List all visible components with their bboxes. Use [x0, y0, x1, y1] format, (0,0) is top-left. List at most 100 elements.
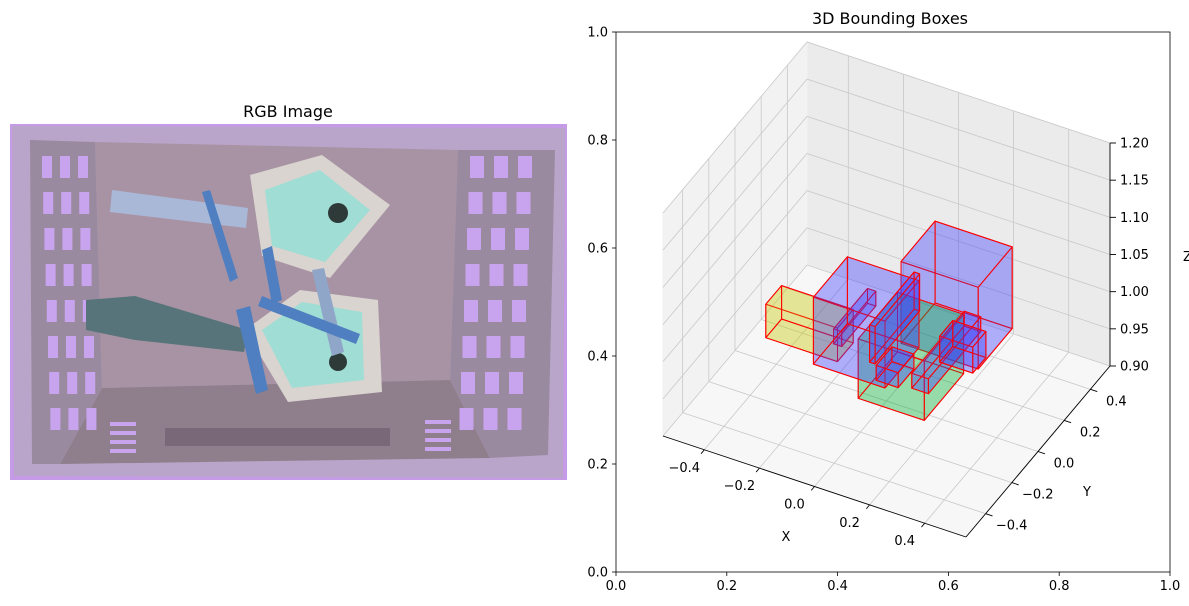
front-wall-slot — [110, 440, 136, 444]
left-wall-cutout — [86, 408, 97, 430]
grid-line-z-side — [662, 227, 808, 400]
y-tick-label: −0.2 — [1022, 488, 1054, 503]
left-wall-cutout — [67, 372, 78, 394]
right-wall-cutout — [516, 192, 531, 214]
y-tick-mark — [1037, 451, 1046, 455]
left-wall-cutout — [66, 336, 76, 358]
z-tick-label: 1.15 — [1120, 174, 1149, 189]
knife-2 — [262, 246, 282, 304]
x-tick-label: −0.4 — [669, 461, 701, 476]
front-wall-slot — [425, 438, 451, 442]
left-wall-cutout — [81, 264, 92, 286]
bounding-box-face — [897, 353, 915, 389]
bounding-box-face — [765, 285, 783, 339]
left-wall-cutout — [68, 408, 79, 430]
bounding-boxes — [765, 220, 1013, 421]
right-wall-cutout — [464, 300, 478, 322]
left-wall-cutout — [64, 300, 75, 322]
grid-line-z-side — [662, 78, 808, 251]
grid-line-z-back — [806, 264, 1111, 367]
3d-grid — [662, 41, 1111, 524]
z-tick-label: 1.20 — [1120, 137, 1149, 152]
left-wall-cutout — [61, 192, 72, 214]
rgb-image — [10, 124, 567, 480]
y-tick-label: 0.0 — [587, 566, 608, 581]
front-wall-slot — [110, 431, 136, 435]
z-tick-label: 0.90 — [1120, 360, 1149, 375]
y-tick-label: 0.8 — [587, 134, 608, 149]
z-tick-label: 1.05 — [1120, 248, 1149, 263]
outer-2d-axes: 0.0 0.2 0.4 0.6 0.8 1.0 0.0 0.2 0.4 0.6 0.8 1.0 — [587, 26, 1180, 595]
right-wall-cutout — [465, 264, 480, 286]
y-axis-label: Y — [1082, 485, 1091, 500]
birdhouse-top-pattern — [265, 170, 370, 262]
x-tick-label: 0.4 — [827, 579, 848, 594]
y-tick-label: 0.2 — [1080, 425, 1101, 440]
left-wall-cutout — [63, 264, 74, 286]
right-wall-cutout — [462, 336, 477, 358]
right-wall-cutout — [492, 192, 507, 214]
x-tick-label: 0.6 — [938, 579, 959, 594]
grid-line-z-back — [806, 153, 1111, 255]
bounding-box-face — [869, 271, 915, 363]
x-tick-label: −0.2 — [724, 479, 756, 494]
left-wall-cutout — [80, 228, 91, 250]
left-wall-cutout — [42, 156, 52, 178]
right-wall-cutout — [488, 300, 502, 322]
3d-axes: −0.4 −0.2 0.0 0.2 0.4 −0.4 −0.2 0.0 0.2 0.4 0.90 0.… — [662, 40, 1149, 549]
bounding-box-8 — [812, 256, 920, 389]
bounding-box-face — [875, 346, 893, 381]
y-tick-label: −0.4 — [996, 519, 1028, 534]
x-tick-mark — [865, 504, 870, 510]
right-wall-cutout — [509, 372, 523, 394]
left-wall-cutout — [43, 192, 54, 214]
left-wall-cutout — [45, 264, 56, 286]
y-tick-mark — [985, 513, 993, 517]
left-wall-cutout — [79, 192, 90, 214]
right-wall-cutout — [513, 264, 528, 286]
knife-1 — [202, 190, 238, 282]
x-tick-label: 0.0 — [784, 498, 805, 513]
y-tick-label: 0.2 — [587, 458, 608, 473]
x-axis-label: X — [782, 530, 791, 545]
grid-line-z-back — [806, 115, 1111, 218]
right-wall-cutout — [461, 372, 475, 394]
front-wall-slot — [110, 422, 136, 426]
bounding-box-face — [841, 290, 877, 347]
front-wall-slot — [425, 429, 451, 433]
bounding-box-2 — [875, 346, 915, 389]
left-wall-cutout — [85, 372, 96, 394]
front-wall-slot — [110, 449, 136, 453]
y-tick-label: 1.0 — [587, 26, 608, 41]
grid-line-z-back — [806, 78, 1111, 181]
z-tick-label: 0.95 — [1120, 322, 1149, 337]
z-tick-label: 1.00 — [1120, 285, 1149, 300]
front-wall-slot — [425, 420, 451, 424]
y-tick-label: 0.4 — [1106, 394, 1127, 409]
bounding-box-3 — [911, 310, 982, 395]
left-wall-cutout — [48, 336, 58, 358]
x-tick-label: 0.8 — [1049, 579, 1070, 594]
bounding-box-face — [939, 320, 954, 363]
right-wall-cutout — [494, 156, 508, 178]
bounding-box-face — [972, 331, 987, 374]
knife-4 — [258, 296, 360, 344]
right-wall-cutout — [491, 228, 505, 250]
bounding-box-face — [911, 310, 965, 389]
bounding-box-7 — [900, 220, 1013, 370]
z-axis-label: Z — [1183, 250, 1189, 265]
right-wall-cutout — [483, 408, 498, 430]
x-tick-mark — [755, 467, 760, 473]
grid-line-y-floor — [734, 350, 1039, 452]
bounding-box-5 — [765, 285, 854, 363]
front-wall-slot — [425, 447, 451, 451]
right-wall-cutout — [470, 156, 484, 178]
right-wall-cutout — [459, 408, 474, 430]
grid-line-z-back — [806, 190, 1111, 293]
y-tick-mark — [1090, 388, 1098, 393]
right-wall-cutout — [485, 372, 499, 394]
birdhouse-bottom-hole — [329, 353, 347, 371]
grid-line-z-side — [662, 264, 808, 437]
y-tick-label: 0.6 — [587, 242, 608, 257]
